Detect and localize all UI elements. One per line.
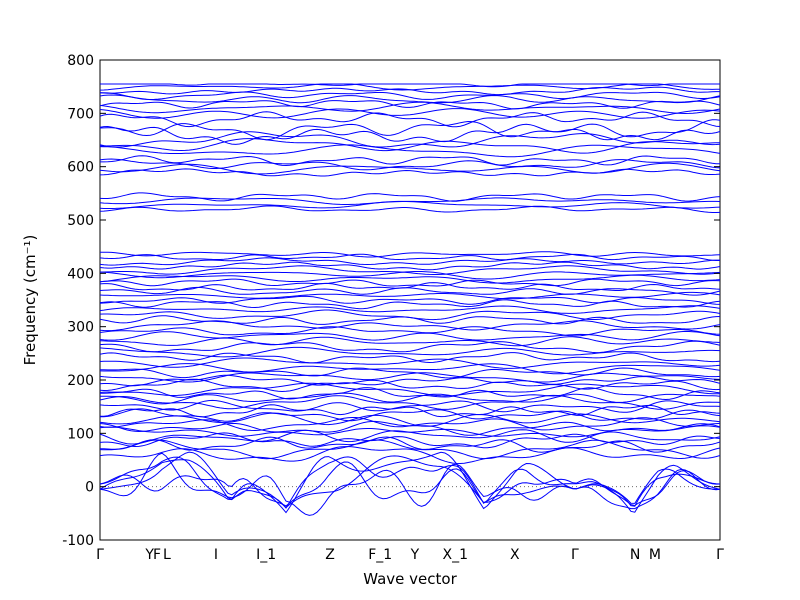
y-tick-label: 400: [67, 266, 94, 282]
band-line: [99, 282, 721, 291]
y-tick-label: 800: [67, 53, 94, 69]
band-line: [99, 101, 721, 115]
kpoint-label: F_1: [368, 547, 392, 563]
band-line: [99, 352, 721, 364]
band-line: [99, 445, 721, 465]
band-line: [99, 265, 721, 275]
kpoint-label: X_1: [443, 547, 469, 563]
band-line: [99, 108, 721, 119]
band-line: [99, 295, 721, 305]
band-line: [100, 251, 721, 258]
y-tick-label: 300: [67, 320, 94, 336]
kpoint-label: Γ: [96, 547, 104, 563]
band-line: [99, 326, 721, 337]
band-line: [99, 299, 721, 310]
band-line: [99, 305, 721, 314]
band-line: [99, 374, 721, 387]
band-line: [99, 91, 721, 101]
band-line: [99, 94, 721, 104]
band-line: [99, 278, 721, 287]
band-line: [99, 144, 721, 158]
band-line: [99, 131, 721, 148]
band-line: [99, 271, 721, 280]
band-line: [99, 192, 721, 202]
kpoint-label: Γ: [716, 547, 724, 563]
band-line: [100, 404, 721, 418]
y-axis-label: Frequency (cm⁻¹): [21, 235, 39, 366]
y-tick-label: 500: [67, 213, 94, 229]
kpoint-label: Z: [325, 547, 335, 563]
kpoint-label: Y: [410, 547, 420, 563]
kpoint-label: Y: [144, 547, 154, 563]
band-line: [99, 253, 720, 261]
band-line: [99, 286, 721, 296]
band-line: [99, 123, 721, 145]
band-line: [99, 119, 721, 141]
band-line: [99, 291, 721, 300]
band-line: [99, 309, 721, 321]
band-line: [99, 456, 721, 509]
band-line: [99, 412, 721, 427]
band-line: [99, 111, 721, 128]
y-tick-label: -100: [62, 533, 94, 549]
band-line: [99, 439, 721, 460]
band-line: [100, 392, 721, 405]
kpoint-label: F: [153, 547, 161, 563]
y-tick-label: 600: [67, 160, 94, 176]
band-line: [99, 162, 721, 175]
y-axis: -100 0 100 200 300 400 500 600 700 800: [62, 53, 720, 549]
band-lines: [99, 83, 721, 516]
band-line: [99, 320, 721, 332]
kpoint-label: Γ: [571, 547, 579, 563]
x-axis: Γ Y F L I I_1 Z F_1 Y X_1 X Γ N M Γ: [96, 547, 724, 563]
band-line: [99, 340, 721, 354]
kpoint-label: M: [649, 547, 661, 563]
y-tick-label: 200: [67, 373, 94, 389]
plot-area: [99, 59, 721, 541]
band-line: [99, 451, 721, 514]
band-line: [99, 261, 721, 271]
band-line: [99, 452, 721, 516]
kpoint-label: I: [214, 547, 218, 563]
band-line: [99, 274, 721, 284]
kpoint-label: I_1: [256, 547, 276, 563]
band-line: [100, 436, 721, 453]
band-line: [99, 387, 721, 401]
x-axis-label: Wave vector: [363, 570, 457, 588]
band-line: [100, 382, 720, 397]
band-line: [99, 257, 720, 266]
kpoint-label: X: [510, 547, 520, 563]
band-line: [99, 363, 721, 375]
band-line: [99, 100, 721, 110]
band-line: [99, 451, 721, 509]
band-line: [99, 399, 721, 413]
y-tick-label: 100: [67, 426, 94, 442]
band-line: [99, 330, 721, 341]
kpoint-label: N: [630, 547, 640, 563]
y-tick-label: 0: [85, 480, 94, 496]
band-line: [99, 158, 721, 171]
band-line: [99, 83, 720, 91]
band-line: [99, 336, 721, 347]
band-line: [99, 367, 721, 379]
band-line: [99, 168, 721, 177]
band-line: [100, 83, 720, 88]
band-line: [99, 372, 721, 383]
kpoint-label: L: [163, 547, 171, 563]
band-line: [99, 205, 721, 213]
band-line: [99, 357, 721, 369]
band-line: [99, 346, 721, 358]
y-tick-label: 700: [67, 106, 94, 122]
band-line: [100, 138, 721, 154]
band-line: [100, 155, 720, 167]
